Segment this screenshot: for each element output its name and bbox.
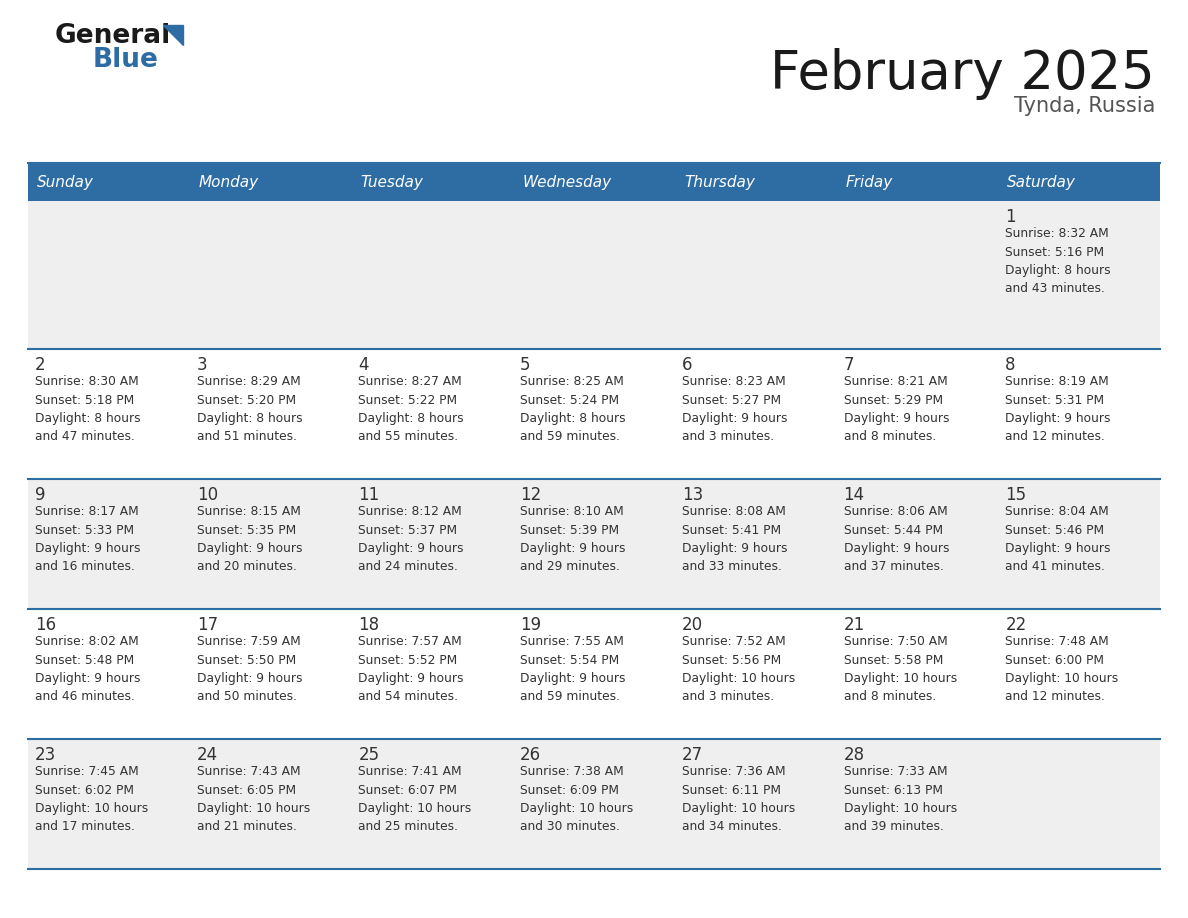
- Text: Sunrise: 7:38 AM
Sunset: 6:09 PM
Daylight: 10 hours
and 30 minutes.: Sunrise: 7:38 AM Sunset: 6:09 PM Dayligh…: [520, 765, 633, 834]
- Text: 4: 4: [359, 356, 369, 374]
- Text: 9: 9: [34, 486, 45, 504]
- Text: 16: 16: [34, 616, 56, 634]
- Text: 27: 27: [682, 746, 703, 764]
- Text: Monday: Monday: [198, 174, 259, 189]
- Text: 13: 13: [682, 486, 703, 504]
- Text: 28: 28: [843, 746, 865, 764]
- Text: 19: 19: [520, 616, 542, 634]
- Text: Sunrise: 8:02 AM
Sunset: 5:48 PM
Daylight: 9 hours
and 46 minutes.: Sunrise: 8:02 AM Sunset: 5:48 PM Dayligh…: [34, 635, 140, 703]
- Text: 6: 6: [682, 356, 693, 374]
- Text: Sunrise: 8:06 AM
Sunset: 5:44 PM
Daylight: 9 hours
and 37 minutes.: Sunrise: 8:06 AM Sunset: 5:44 PM Dayligh…: [843, 505, 949, 574]
- Text: 7: 7: [843, 356, 854, 374]
- Text: Blue: Blue: [93, 47, 159, 73]
- Text: Sunrise: 7:57 AM
Sunset: 5:52 PM
Daylight: 9 hours
and 54 minutes.: Sunrise: 7:57 AM Sunset: 5:52 PM Dayligh…: [359, 635, 465, 703]
- Text: Sunrise: 8:30 AM
Sunset: 5:18 PM
Daylight: 8 hours
and 47 minutes.: Sunrise: 8:30 AM Sunset: 5:18 PM Dayligh…: [34, 375, 140, 443]
- Text: Saturday: Saturday: [1007, 174, 1076, 189]
- Text: February 2025: February 2025: [770, 48, 1155, 100]
- Text: 12: 12: [520, 486, 542, 504]
- Text: 20: 20: [682, 616, 703, 634]
- Bar: [29, 349, 1159, 479]
- Bar: [513, 163, 675, 201]
- Text: 21: 21: [843, 616, 865, 634]
- Text: Sunrise: 8:08 AM
Sunset: 5:41 PM
Daylight: 9 hours
and 33 minutes.: Sunrise: 8:08 AM Sunset: 5:41 PM Dayligh…: [682, 505, 788, 574]
- Text: 26: 26: [520, 746, 542, 764]
- Text: 17: 17: [197, 616, 217, 634]
- Text: Sunrise: 7:48 AM
Sunset: 6:00 PM
Daylight: 10 hours
and 12 minutes.: Sunrise: 7:48 AM Sunset: 6:00 PM Dayligh…: [1005, 635, 1119, 703]
- Text: 14: 14: [843, 486, 865, 504]
- Text: Sunrise: 8:17 AM
Sunset: 5:33 PM
Daylight: 9 hours
and 16 minutes.: Sunrise: 8:17 AM Sunset: 5:33 PM Dayligh…: [34, 505, 140, 574]
- Text: 25: 25: [359, 746, 379, 764]
- Text: Sunrise: 7:43 AM
Sunset: 6:05 PM
Daylight: 10 hours
and 21 minutes.: Sunrise: 7:43 AM Sunset: 6:05 PM Dayligh…: [197, 765, 310, 834]
- Text: Wednesday: Wednesday: [523, 174, 612, 189]
- Text: Sunrise: 8:15 AM
Sunset: 5:35 PM
Daylight: 9 hours
and 20 minutes.: Sunrise: 8:15 AM Sunset: 5:35 PM Dayligh…: [197, 505, 302, 574]
- Text: Sunrise: 8:19 AM
Sunset: 5:31 PM
Daylight: 9 hours
and 12 minutes.: Sunrise: 8:19 AM Sunset: 5:31 PM Dayligh…: [1005, 375, 1111, 443]
- Text: 22: 22: [1005, 616, 1026, 634]
- Text: 18: 18: [359, 616, 379, 634]
- Text: 23: 23: [34, 746, 56, 764]
- Text: Sunrise: 8:23 AM
Sunset: 5:27 PM
Daylight: 9 hours
and 3 minutes.: Sunrise: 8:23 AM Sunset: 5:27 PM Dayligh…: [682, 375, 788, 443]
- Text: 5: 5: [520, 356, 531, 374]
- Text: Sunrise: 8:04 AM
Sunset: 5:46 PM
Daylight: 9 hours
and 41 minutes.: Sunrise: 8:04 AM Sunset: 5:46 PM Dayligh…: [1005, 505, 1111, 574]
- Text: 2: 2: [34, 356, 45, 374]
- Bar: [29, 739, 1159, 869]
- Bar: [998, 163, 1159, 201]
- Text: Sunrise: 7:55 AM
Sunset: 5:54 PM
Daylight: 9 hours
and 59 minutes.: Sunrise: 7:55 AM Sunset: 5:54 PM Dayligh…: [520, 635, 626, 703]
- Text: Sunrise: 8:12 AM
Sunset: 5:37 PM
Daylight: 9 hours
and 24 minutes.: Sunrise: 8:12 AM Sunset: 5:37 PM Dayligh…: [359, 505, 465, 574]
- Text: 8: 8: [1005, 356, 1016, 374]
- Text: Sunrise: 8:10 AM
Sunset: 5:39 PM
Daylight: 9 hours
and 29 minutes.: Sunrise: 8:10 AM Sunset: 5:39 PM Dayligh…: [520, 505, 626, 574]
- Text: 24: 24: [197, 746, 217, 764]
- Polygon shape: [163, 25, 183, 45]
- Bar: [352, 163, 513, 201]
- Text: Sunday: Sunday: [37, 174, 94, 189]
- Text: Sunrise: 8:29 AM
Sunset: 5:20 PM
Daylight: 8 hours
and 51 minutes.: Sunrise: 8:29 AM Sunset: 5:20 PM Dayligh…: [197, 375, 302, 443]
- Text: Sunrise: 7:33 AM
Sunset: 6:13 PM
Daylight: 10 hours
and 39 minutes.: Sunrise: 7:33 AM Sunset: 6:13 PM Dayligh…: [843, 765, 956, 834]
- Text: 3: 3: [197, 356, 208, 374]
- Text: Tuesday: Tuesday: [360, 174, 423, 189]
- Text: Thursday: Thursday: [684, 174, 754, 189]
- Text: Sunrise: 7:52 AM
Sunset: 5:56 PM
Daylight: 10 hours
and 3 minutes.: Sunrise: 7:52 AM Sunset: 5:56 PM Dayligh…: [682, 635, 795, 703]
- Text: 15: 15: [1005, 486, 1026, 504]
- Text: 11: 11: [359, 486, 380, 504]
- Text: Friday: Friday: [846, 174, 893, 189]
- Text: Sunrise: 7:41 AM
Sunset: 6:07 PM
Daylight: 10 hours
and 25 minutes.: Sunrise: 7:41 AM Sunset: 6:07 PM Dayligh…: [359, 765, 472, 834]
- Text: Sunrise: 8:32 AM
Sunset: 5:16 PM
Daylight: 8 hours
and 43 minutes.: Sunrise: 8:32 AM Sunset: 5:16 PM Dayligh…: [1005, 227, 1111, 296]
- Text: Sunrise: 8:25 AM
Sunset: 5:24 PM
Daylight: 8 hours
and 59 minutes.: Sunrise: 8:25 AM Sunset: 5:24 PM Dayligh…: [520, 375, 626, 443]
- Text: Sunrise: 7:59 AM
Sunset: 5:50 PM
Daylight: 9 hours
and 50 minutes.: Sunrise: 7:59 AM Sunset: 5:50 PM Dayligh…: [197, 635, 302, 703]
- Bar: [29, 479, 1159, 609]
- Text: Sunrise: 8:21 AM
Sunset: 5:29 PM
Daylight: 9 hours
and 8 minutes.: Sunrise: 8:21 AM Sunset: 5:29 PM Dayligh…: [843, 375, 949, 443]
- Text: Sunrise: 7:50 AM
Sunset: 5:58 PM
Daylight: 10 hours
and 8 minutes.: Sunrise: 7:50 AM Sunset: 5:58 PM Dayligh…: [843, 635, 956, 703]
- Bar: [29, 201, 1159, 349]
- Bar: [675, 163, 836, 201]
- Bar: [29, 163, 190, 201]
- Text: Tynda, Russia: Tynda, Russia: [1013, 96, 1155, 116]
- Text: 10: 10: [197, 486, 217, 504]
- Text: General: General: [55, 23, 171, 49]
- Text: 1: 1: [1005, 208, 1016, 226]
- Text: Sunrise: 7:36 AM
Sunset: 6:11 PM
Daylight: 10 hours
and 34 minutes.: Sunrise: 7:36 AM Sunset: 6:11 PM Dayligh…: [682, 765, 795, 834]
- Text: Sunrise: 7:45 AM
Sunset: 6:02 PM
Daylight: 10 hours
and 17 minutes.: Sunrise: 7:45 AM Sunset: 6:02 PM Dayligh…: [34, 765, 148, 834]
- Bar: [29, 609, 1159, 739]
- Bar: [836, 163, 998, 201]
- Bar: [190, 163, 352, 201]
- Text: Sunrise: 8:27 AM
Sunset: 5:22 PM
Daylight: 8 hours
and 55 minutes.: Sunrise: 8:27 AM Sunset: 5:22 PM Dayligh…: [359, 375, 465, 443]
